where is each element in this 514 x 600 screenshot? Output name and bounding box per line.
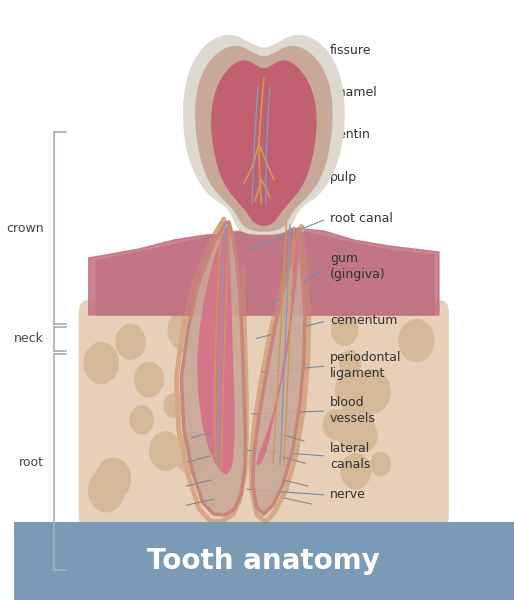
Polygon shape [96, 228, 434, 315]
Circle shape [130, 406, 153, 434]
Polygon shape [253, 229, 305, 514]
Circle shape [135, 362, 163, 397]
FancyBboxPatch shape [79, 300, 449, 528]
Polygon shape [198, 224, 234, 474]
Circle shape [88, 469, 124, 512]
Text: periodontal
ligament: periodontal ligament [330, 352, 401, 380]
Polygon shape [89, 228, 439, 315]
Circle shape [352, 421, 377, 451]
Text: crown: crown [6, 221, 44, 235]
Text: neck: neck [14, 332, 44, 346]
Text: dentin: dentin [330, 128, 370, 142]
Circle shape [150, 432, 181, 470]
FancyBboxPatch shape [14, 522, 514, 600]
Text: nerve: nerve [330, 488, 366, 502]
Circle shape [96, 458, 131, 499]
Polygon shape [258, 231, 299, 465]
Text: pulp: pulp [330, 170, 357, 184]
Circle shape [164, 394, 183, 417]
Text: blood
vessels: blood vessels [330, 397, 376, 425]
Circle shape [335, 404, 374, 450]
Polygon shape [196, 46, 332, 231]
Circle shape [323, 410, 348, 439]
Circle shape [354, 370, 390, 413]
Text: bone: bone [330, 527, 361, 541]
Text: gum
(gingiva): gum (gingiva) [330, 253, 386, 281]
Text: fissure: fissure [330, 44, 372, 58]
Text: cementum: cementum [330, 314, 397, 328]
Text: root: root [19, 455, 44, 469]
Circle shape [371, 452, 390, 476]
Circle shape [336, 372, 367, 410]
Circle shape [116, 325, 145, 359]
Circle shape [399, 320, 434, 362]
Polygon shape [183, 35, 344, 234]
Circle shape [168, 308, 205, 352]
Circle shape [332, 314, 358, 346]
Polygon shape [181, 222, 245, 515]
Polygon shape [212, 61, 316, 225]
Circle shape [340, 350, 361, 376]
Circle shape [175, 433, 209, 473]
Text: Tooth anatomy: Tooth anatomy [148, 547, 380, 575]
Circle shape [341, 454, 371, 489]
Circle shape [84, 343, 118, 383]
Text: lateral
canals: lateral canals [330, 442, 370, 470]
Text: enamel: enamel [330, 86, 377, 100]
Text: root canal: root canal [330, 212, 393, 226]
